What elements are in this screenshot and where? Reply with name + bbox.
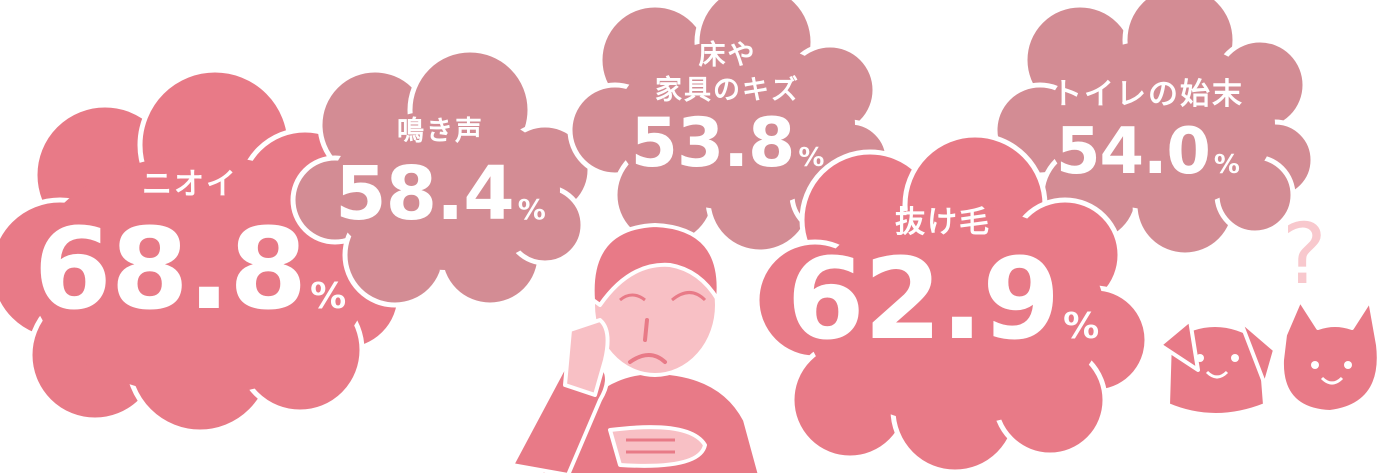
cloud-toilet-value: 54.0 (1056, 115, 1211, 189)
cloud-cry-value: 58.4 (335, 151, 515, 237)
cloud-cry-text: 鳴き声 58.4% (318, 118, 563, 231)
cloud-toilet-label: トイレの始末 (1052, 77, 1244, 112)
cloud-cry-label: 鳴き声 (397, 116, 484, 147)
cloud-smell-unit: % (310, 276, 347, 317)
cloud-floor-text: 床や 家具のキズ 53.8% (600, 40, 855, 178)
dog-icon (1158, 318, 1277, 417)
cloud-floor-value: 53.8 (630, 104, 796, 184)
cloud-floor-label-line2: 家具のキズ (655, 75, 800, 107)
worried-person-icon (510, 223, 762, 475)
cloud-smell-value: 68.8 (33, 205, 307, 335)
cloud-floor-label-line1: 床や (698, 40, 757, 71)
cloud-hair-text: 抜け毛 62.9% (778, 205, 1108, 365)
cloud-hair-value: 62.9 (786, 235, 1060, 365)
cloud-toilet-text: トイレの始末 54.0% (1018, 77, 1278, 189)
cloud-floor-unit: % (798, 143, 825, 174)
cloud-toilet-unit: % (1213, 150, 1240, 180)
cloud-smell-label: ニオイ (142, 167, 238, 202)
cloud-smell-text: ニオイ 68.8% (10, 167, 370, 335)
cloud-cry-unit: % (517, 193, 546, 226)
cat-icon (1279, 298, 1381, 414)
question-mark-icon: ? (1282, 205, 1327, 303)
cloud-hair-unit: % (1063, 306, 1100, 347)
cloud-hair-label: 抜け毛 (895, 205, 991, 240)
